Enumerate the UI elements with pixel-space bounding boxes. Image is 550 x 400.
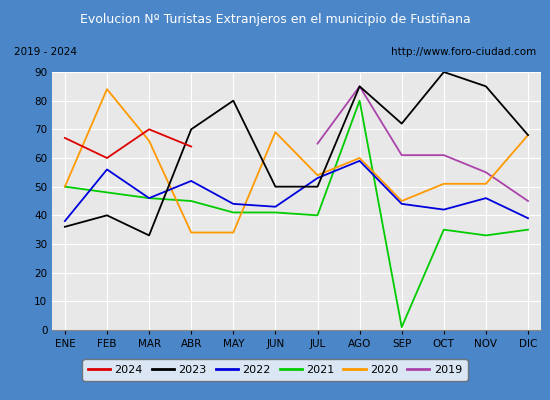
Legend: 2024, 2023, 2022, 2021, 2020, 2019: 2024, 2023, 2022, 2021, 2020, 2019 [82,360,468,380]
Text: Evolucion Nº Turistas Extranjeros en el municipio de Fustiñana: Evolucion Nº Turistas Extranjeros en el … [80,12,470,26]
Text: 2019 - 2024: 2019 - 2024 [14,47,76,57]
Text: http://www.foro-ciudad.com: http://www.foro-ciudad.com [391,47,536,57]
